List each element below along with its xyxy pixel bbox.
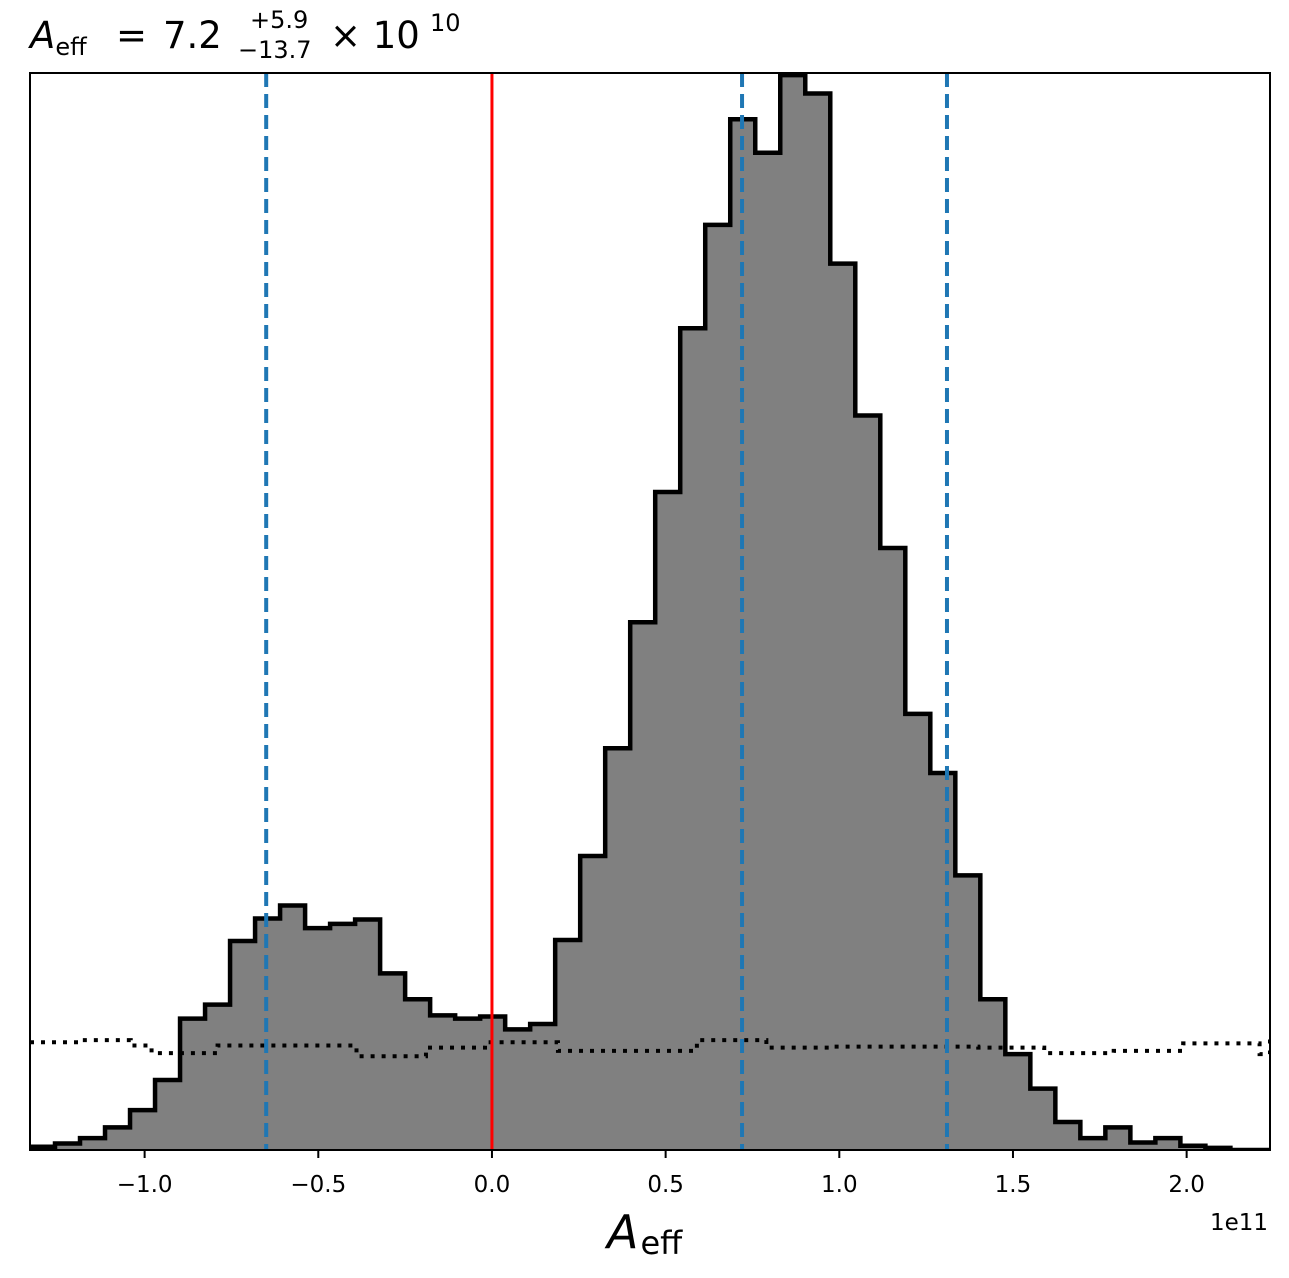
title-symbol: A [28, 14, 55, 57]
title-equals: = [116, 14, 147, 57]
histogram-bar [1155, 1138, 1181, 1150]
histogram-bar [605, 748, 631, 1150]
x-axis-label: Aeff [604, 1205, 683, 1262]
x-tick-label: −0.5 [290, 1172, 346, 1198]
histogram-bar [655, 491, 681, 1150]
histogram-bar [305, 928, 331, 1150]
histogram-bar [155, 1079, 181, 1150]
x-tick-label: 0.0 [474, 1172, 511, 1198]
x-axis-label-subscript: eff [640, 1224, 683, 1262]
histogram-bar [280, 905, 306, 1150]
histogram-bar [180, 1018, 206, 1150]
histogram-bar [705, 224, 731, 1150]
histogram-bar [505, 1029, 531, 1150]
x-tick-label: −1.0 [117, 1172, 173, 1198]
x-tick-label: 0.5 [647, 1172, 684, 1198]
title-multiplier: × 10 [330, 14, 420, 57]
histogram-bar [80, 1138, 106, 1150]
x-tick-label: 1.0 [821, 1172, 858, 1198]
histogram-bar [555, 939, 581, 1150]
histogram-bar [205, 1004, 231, 1150]
x-tick-label: 1.5 [995, 1172, 1032, 1198]
histogram-bar [980, 999, 1006, 1150]
histogram-bar [380, 973, 406, 1150]
histogram-bar [530, 1023, 556, 1150]
title-symbol-subscript: eff [55, 33, 87, 61]
histogram-bar [1105, 1127, 1131, 1150]
histogram-bar [780, 75, 806, 1150]
histogram-bar [880, 547, 906, 1150]
plot-area [30, 73, 1270, 1150]
histogram-bar [1130, 1142, 1156, 1150]
histogram-bar [430, 1015, 456, 1150]
x-tick-label: 2.0 [1168, 1172, 1205, 1198]
histogram-bar [930, 773, 956, 1150]
x-axis-label-symbol: A [604, 1205, 638, 1259]
histogram-bar [805, 93, 831, 1150]
histogram-bar [580, 855, 606, 1150]
title-lower-error: −13.7 [238, 36, 312, 64]
histogram-bar [955, 875, 981, 1150]
title-exponent: 10 [430, 9, 461, 37]
histogram-bar [1030, 1088, 1056, 1150]
histogram-bar [680, 328, 706, 1150]
chart-title: Aeff = 7.2 +5.9 −13.7 × 10 10 [28, 6, 461, 64]
histogram-bar [630, 622, 656, 1150]
histogram-outline [30, 73, 1270, 1150]
histogram-bar [1080, 1138, 1106, 1150]
histogram-bar [405, 999, 431, 1150]
x-offset-label: 1e11 [1210, 1210, 1268, 1236]
title-upper-error: +5.9 [250, 6, 308, 34]
histogram-bar [905, 713, 931, 1150]
axes-frame [29, 72, 1271, 1151]
histogram-bar [455, 1018, 481, 1150]
histogram-bar [755, 152, 781, 1150]
histogram-bar [330, 923, 356, 1150]
x-axis-ticks: −1.0 −0.5 0.0 0.5 1.0 1.5 2.0 [117, 1150, 1205, 1198]
title-median: 7.2 [163, 14, 222, 57]
histogram-bar [1005, 1054, 1031, 1150]
histogram-bar [1055, 1121, 1081, 1150]
histogram-bar [130, 1110, 156, 1150]
histogram-bar [55, 1143, 81, 1150]
histogram-bar [830, 263, 856, 1150]
histogram-bar [105, 1127, 131, 1150]
histogram-bar [855, 415, 881, 1150]
histogram-bar [355, 919, 381, 1150]
svg-text:Aeff=7.2: Aeff = 7.2 [28, 14, 222, 61]
